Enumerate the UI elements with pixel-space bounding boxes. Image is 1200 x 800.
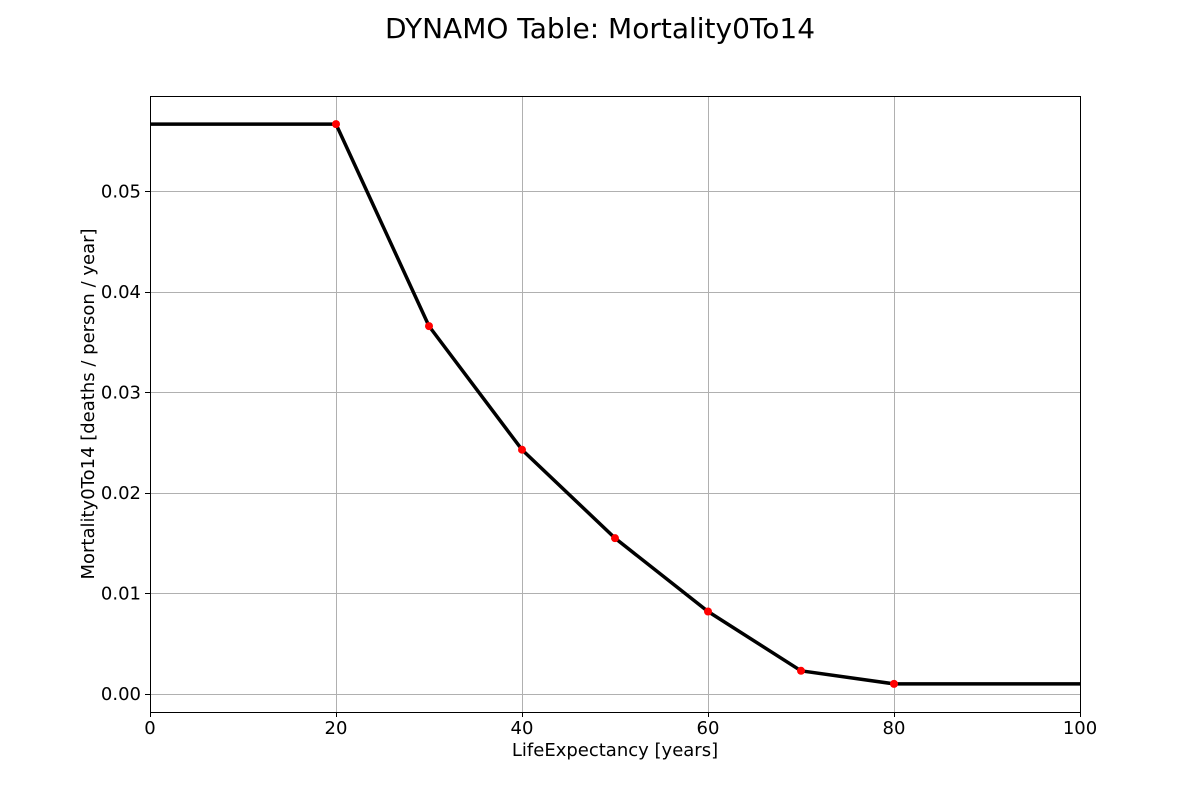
y-tick-label: 0.04 bbox=[101, 282, 141, 303]
y-tick-label: 0.03 bbox=[101, 382, 141, 403]
chart-title: DYNAMO Table: Mortality0To14 bbox=[385, 12, 815, 45]
plot-frame bbox=[150, 96, 1081, 713]
y-tick-label: 0.02 bbox=[101, 483, 141, 504]
y-tick-label: 0.01 bbox=[101, 583, 141, 604]
x-tick-label: 40 bbox=[511, 718, 534, 739]
y-tick-label: 0.05 bbox=[101, 181, 141, 202]
data-point bbox=[425, 322, 433, 331]
x-tick-label: 0 bbox=[144, 718, 155, 739]
y-axis-label: Mortality0To14 [deaths / person / year] bbox=[78, 228, 99, 579]
data-point bbox=[890, 679, 898, 688]
x-tick-label: 20 bbox=[325, 718, 348, 739]
data-point bbox=[797, 666, 805, 675]
data-point bbox=[611, 534, 619, 543]
y-tick-label: 0.00 bbox=[101, 684, 141, 705]
grid-lines bbox=[150, 96, 1081, 712]
data-series bbox=[150, 120, 1080, 688]
axis-ticks: 0 20 40 60 80 100 0.00 0.01 0.02 0.03 0.04 0.05 bbox=[101, 181, 1097, 739]
plot-area-background bbox=[150, 96, 1080, 712]
x-tick-label: 100 bbox=[1063, 718, 1097, 739]
x-tick-label: 60 bbox=[697, 718, 720, 739]
x-axis-label: LifeExpectancy [years] bbox=[512, 740, 718, 761]
x-tick-label: 80 bbox=[883, 718, 906, 739]
data-point bbox=[704, 607, 712, 616]
data-point bbox=[518, 445, 526, 454]
data-point bbox=[332, 120, 340, 129]
